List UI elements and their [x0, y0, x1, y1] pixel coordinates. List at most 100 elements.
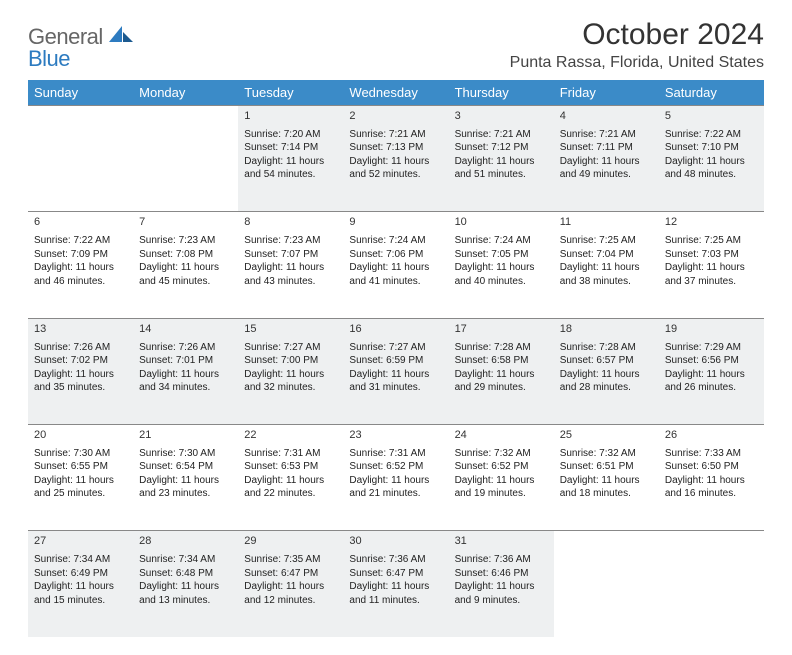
sunrise-line: Sunrise: 7:35 AM: [244, 553, 337, 567]
day-number-cell: 21: [133, 425, 238, 445]
sunrise-line: Sunrise: 7:32 AM: [560, 447, 653, 461]
weekday-header: Saturday: [659, 80, 764, 106]
day-number-cell: 13: [28, 318, 133, 338]
sunrise-line: Sunrise: 7:22 AM: [665, 128, 758, 142]
day-content-cell: Sunrise: 7:30 AMSunset: 6:55 PMDaylight:…: [28, 445, 133, 531]
header-block: General Blue October 2024 Punta Rassa, F…: [28, 18, 764, 72]
sunset-line: Sunset: 6:57 PM: [560, 354, 653, 368]
day-content-cell: Sunrise: 7:27 AMSunset: 7:00 PMDaylight:…: [238, 339, 343, 425]
sunset-line: Sunset: 7:11 PM: [560, 141, 653, 155]
weekday-header: Sunday: [28, 80, 133, 106]
sunset-line: Sunset: 6:52 PM: [455, 460, 548, 474]
sunrise-line: Sunrise: 7:21 AM: [349, 128, 442, 142]
day-content-cell: Sunrise: 7:28 AMSunset: 6:58 PMDaylight:…: [449, 339, 554, 425]
sunrise-line: Sunrise: 7:22 AM: [34, 234, 127, 248]
day-number-cell: 1: [238, 106, 343, 126]
day-number-cell: 15: [238, 318, 343, 338]
day-number-cell: 6: [28, 212, 133, 232]
daylight-line: Daylight: 11 hours and 11 minutes.: [349, 580, 442, 607]
day-number-cell: 26: [659, 425, 764, 445]
sunset-line: Sunset: 7:08 PM: [139, 248, 232, 262]
day-number-cell: [133, 106, 238, 126]
sunrise-line: Sunrise: 7:32 AM: [455, 447, 548, 461]
day-number-cell: 29: [238, 531, 343, 551]
calendar-body: 12345Sunrise: 7:20 AMSunset: 7:14 PMDayl…: [28, 106, 764, 638]
day-content-cell: [28, 126, 133, 212]
day-content-cell: Sunrise: 7:36 AMSunset: 6:46 PMDaylight:…: [449, 551, 554, 637]
day-number-cell: 17: [449, 318, 554, 338]
day-number-cell: 14: [133, 318, 238, 338]
sunrise-line: Sunrise: 7:24 AM: [349, 234, 442, 248]
day-number-cell: 22: [238, 425, 343, 445]
daylight-line: Daylight: 11 hours and 31 minutes.: [349, 368, 442, 395]
daylight-line: Daylight: 11 hours and 15 minutes.: [34, 580, 127, 607]
daylight-line: Daylight: 11 hours and 23 minutes.: [139, 474, 232, 501]
sunset-line: Sunset: 6:48 PM: [139, 567, 232, 581]
day-number-cell: 4: [554, 106, 659, 126]
day-number-cell: 20: [28, 425, 133, 445]
sunset-line: Sunset: 6:51 PM: [560, 460, 653, 474]
title-block: October 2024 Punta Rassa, Florida, Unite…: [510, 18, 764, 72]
day-content-cell: Sunrise: 7:25 AMSunset: 7:04 PMDaylight:…: [554, 232, 659, 318]
day-content-cell: Sunrise: 7:21 AMSunset: 7:12 PMDaylight:…: [449, 126, 554, 212]
sunrise-line: Sunrise: 7:28 AM: [560, 341, 653, 355]
daylight-line: Daylight: 11 hours and 43 minutes.: [244, 261, 337, 288]
daylight-line: Daylight: 11 hours and 21 minutes.: [349, 474, 442, 501]
sunrise-line: Sunrise: 7:30 AM: [139, 447, 232, 461]
weekday-header-row: SundayMondayTuesdayWednesdayThursdayFrid…: [28, 80, 764, 106]
day-content-cell: Sunrise: 7:25 AMSunset: 7:03 PMDaylight:…: [659, 232, 764, 318]
day-content-cell: Sunrise: 7:31 AMSunset: 6:53 PMDaylight:…: [238, 445, 343, 531]
day-content-cell: [133, 126, 238, 212]
day-content-cell: Sunrise: 7:31 AMSunset: 6:52 PMDaylight:…: [343, 445, 448, 531]
day-number-cell: 10: [449, 212, 554, 232]
sunset-line: Sunset: 7:04 PM: [560, 248, 653, 262]
day-number-cell: 19: [659, 318, 764, 338]
daylight-line: Daylight: 11 hours and 28 minutes.: [560, 368, 653, 395]
day-content-cell: Sunrise: 7:22 AMSunset: 7:10 PMDaylight:…: [659, 126, 764, 212]
sunset-line: Sunset: 7:05 PM: [455, 248, 548, 262]
daylight-line: Daylight: 11 hours and 46 minutes.: [34, 261, 127, 288]
sunset-line: Sunset: 6:59 PM: [349, 354, 442, 368]
sunrise-line: Sunrise: 7:27 AM: [244, 341, 337, 355]
sunrise-line: Sunrise: 7:26 AM: [139, 341, 232, 355]
calendar-page: General Blue October 2024 Punta Rassa, F…: [0, 0, 792, 655]
daynum-row: 20212223242526: [28, 425, 764, 445]
day-number-cell: 23: [343, 425, 448, 445]
daylight-line: Daylight: 11 hours and 54 minutes.: [244, 155, 337, 182]
sunset-line: Sunset: 6:49 PM: [34, 567, 127, 581]
day-content-cell: Sunrise: 7:36 AMSunset: 6:47 PMDaylight:…: [343, 551, 448, 637]
sunset-line: Sunset: 7:01 PM: [139, 354, 232, 368]
day-number-cell: 7: [133, 212, 238, 232]
daylight-line: Daylight: 11 hours and 51 minutes.: [455, 155, 548, 182]
sunset-line: Sunset: 6:56 PM: [665, 354, 758, 368]
daylight-line: Daylight: 11 hours and 45 minutes.: [139, 261, 232, 288]
day-content-cell: Sunrise: 7:32 AMSunset: 6:51 PMDaylight:…: [554, 445, 659, 531]
day-number-cell: 30: [343, 531, 448, 551]
sunrise-line: Sunrise: 7:31 AM: [244, 447, 337, 461]
daylight-line: Daylight: 11 hours and 32 minutes.: [244, 368, 337, 395]
sunrise-line: Sunrise: 7:28 AM: [455, 341, 548, 355]
daylight-line: Daylight: 11 hours and 52 minutes.: [349, 155, 442, 182]
sunset-line: Sunset: 6:46 PM: [455, 567, 548, 581]
day-content-cell: Sunrise: 7:23 AMSunset: 7:07 PMDaylight:…: [238, 232, 343, 318]
logo-sail-icon: [109, 26, 135, 44]
daylight-line: Daylight: 11 hours and 41 minutes.: [349, 261, 442, 288]
day-content-cell: Sunrise: 7:27 AMSunset: 6:59 PMDaylight:…: [343, 339, 448, 425]
weekday-header: Monday: [133, 80, 238, 106]
sunrise-line: Sunrise: 7:26 AM: [34, 341, 127, 355]
sunset-line: Sunset: 7:09 PM: [34, 248, 127, 262]
day-content-cell: Sunrise: 7:29 AMSunset: 6:56 PMDaylight:…: [659, 339, 764, 425]
sunrise-line: Sunrise: 7:25 AM: [560, 234, 653, 248]
sunrise-line: Sunrise: 7:34 AM: [34, 553, 127, 567]
day-number-cell: 5: [659, 106, 764, 126]
sunrise-line: Sunrise: 7:27 AM: [349, 341, 442, 355]
day-content-cell: Sunrise: 7:26 AMSunset: 7:02 PMDaylight:…: [28, 339, 133, 425]
sunrise-line: Sunrise: 7:33 AM: [665, 447, 758, 461]
day-content-cell: Sunrise: 7:30 AMSunset: 6:54 PMDaylight:…: [133, 445, 238, 531]
sunrise-line: Sunrise: 7:24 AM: [455, 234, 548, 248]
day-number-cell: 12: [659, 212, 764, 232]
day-content-cell: Sunrise: 7:24 AMSunset: 7:06 PMDaylight:…: [343, 232, 448, 318]
sunset-line: Sunset: 7:07 PM: [244, 248, 337, 262]
day-content-cell: Sunrise: 7:34 AMSunset: 6:49 PMDaylight:…: [28, 551, 133, 637]
daynum-row: 6789101112: [28, 212, 764, 232]
